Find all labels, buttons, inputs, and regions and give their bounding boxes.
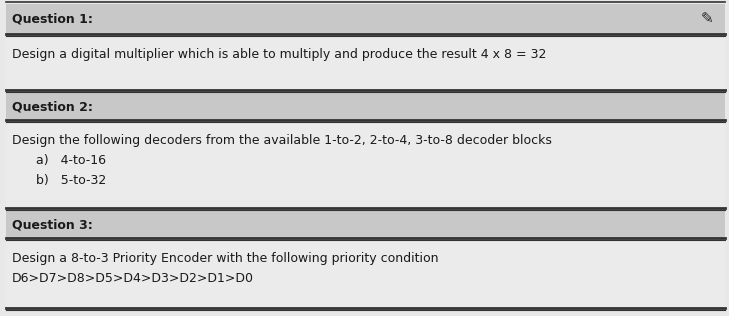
Bar [6, 211, 725, 238]
Bar [6, 238, 725, 308]
Text: b)   5-to-32: b) 5-to-32 [36, 174, 106, 187]
Text: Design a digital multiplier which is able to multiply and produce the result 4 x: Design a digital multiplier which is abl… [12, 48, 546, 61]
Bar [6, 4, 725, 34]
Text: Design the following decoders from the available 1-to-2, 2-to-4, 3-to-8 decoder : Design the following decoders from the a… [12, 134, 552, 147]
Text: a)   4-to-16: a) 4-to-16 [36, 154, 106, 167]
Text: Question 2:: Question 2: [12, 100, 93, 113]
Bar [6, 34, 725, 90]
Bar [6, 93, 725, 120]
Text: D6>D7>D8>D5>D4>D3>D2>D1>D0: D6>D7>D8>D5>D4>D3>D2>D1>D0 [12, 272, 254, 285]
Text: Question 3:: Question 3: [12, 218, 93, 231]
Text: ✎: ✎ [701, 11, 714, 27]
Bar [6, 120, 725, 208]
Text: Question 1:: Question 1: [12, 13, 93, 26]
Text: Design a 8-to-3 Priority Encoder with the following priority condition: Design a 8-to-3 Priority Encoder with th… [12, 252, 439, 265]
